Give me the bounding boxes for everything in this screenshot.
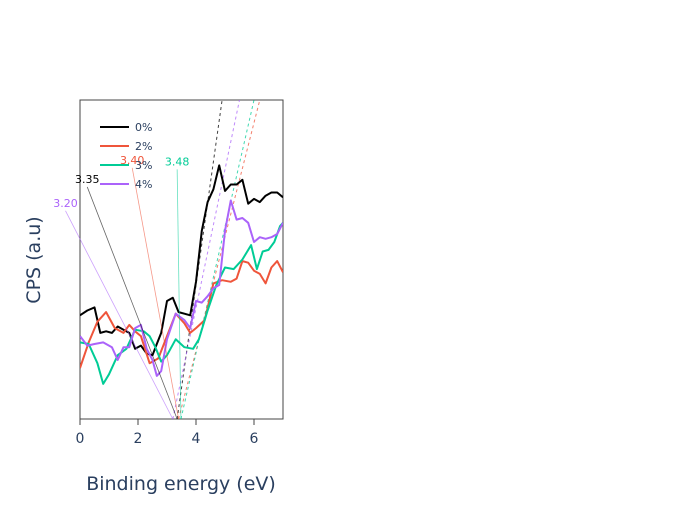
legend-label-4: 4% bbox=[135, 178, 152, 191]
legend-label-2: 2% bbox=[135, 140, 152, 153]
legend-label-3: 3% bbox=[135, 159, 152, 172]
plot-frame bbox=[79, 99, 284, 420]
x-tick-label-0: 0 bbox=[76, 431, 85, 447]
callout-line-2 bbox=[131, 167, 179, 420]
callout-lines: 3.35 3.40 3.48 3.20 bbox=[53, 154, 190, 420]
legend-label-0: 0% bbox=[135, 121, 152, 134]
series-lines bbox=[80, 164, 283, 385]
x-axis-ticks: 0 2 4 6 bbox=[76, 419, 259, 447]
x-tick-label-6: 6 bbox=[250, 431, 259, 447]
fit-line-3 bbox=[180, 100, 255, 419]
annotation-3: 3.48 bbox=[165, 155, 190, 168]
legend: 0% 2% 3% 4% bbox=[100, 121, 152, 191]
fit-line-0 bbox=[176, 100, 223, 419]
annotation-2: 3.40 bbox=[120, 154, 145, 167]
annotation-4: 3.20 bbox=[53, 197, 78, 210]
x-tick-label-2: 2 bbox=[134, 431, 143, 447]
fit-lines bbox=[172, 100, 261, 419]
x-axis-title: Binding energy (eV) bbox=[86, 473, 276, 495]
series-line-3 bbox=[80, 222, 283, 385]
callout-line-4 bbox=[65, 210, 174, 420]
annotation-0: 3.35 bbox=[75, 173, 100, 186]
x-tick-label-4: 4 bbox=[192, 431, 201, 447]
series-line-4 bbox=[80, 199, 283, 377]
callout-line-3 bbox=[176, 169, 182, 420]
y-axis-title: CPS (a.u) bbox=[23, 216, 45, 303]
fit-line-2 bbox=[178, 100, 261, 419]
callout-line-0 bbox=[86, 186, 178, 420]
series-line-0 bbox=[80, 164, 283, 357]
series-line-2 bbox=[80, 260, 283, 369]
fit-line-4 bbox=[172, 100, 240, 419]
